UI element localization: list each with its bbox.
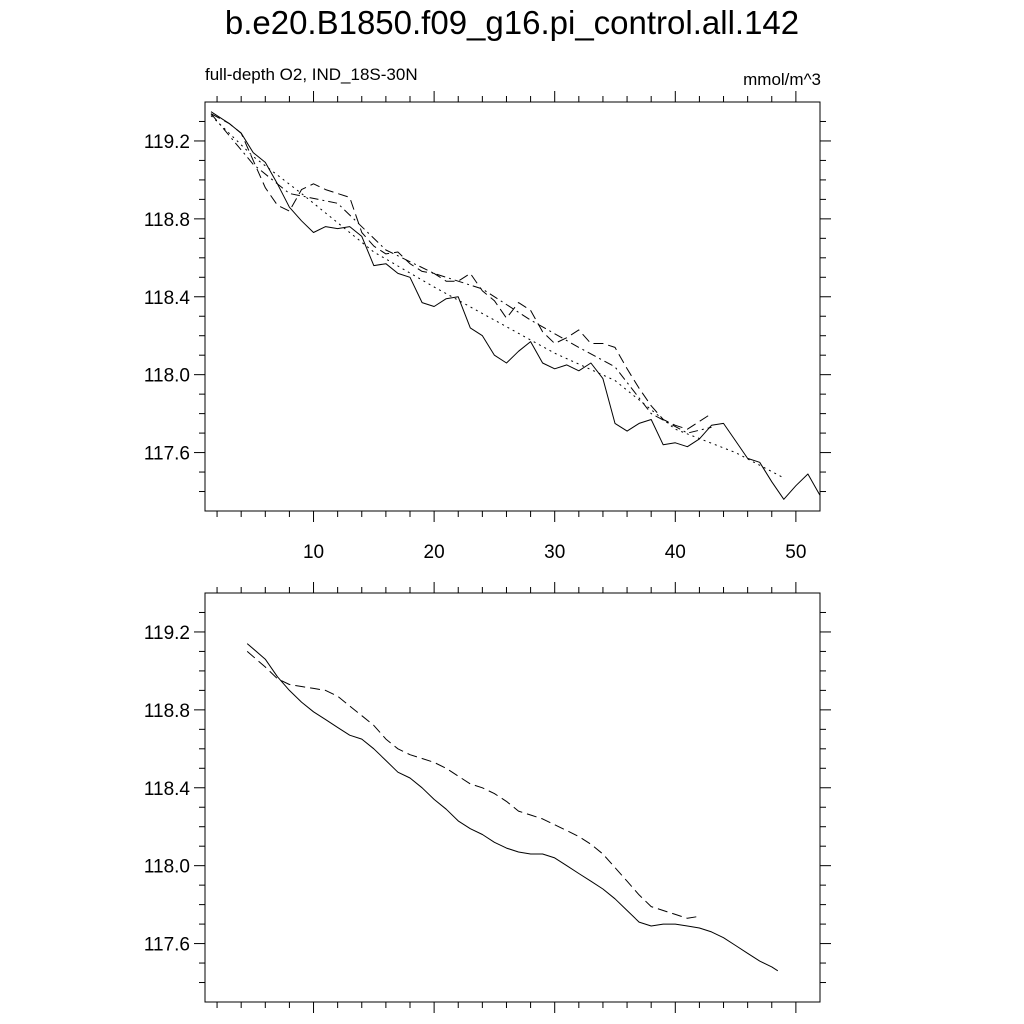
panel-top-x-tick-label: 30 xyxy=(544,542,565,563)
chart-title: b.e20.B1850.f09_g16.pi_control.all.142 xyxy=(224,4,800,41)
panel-top-x-tick-label: 20 xyxy=(424,542,445,563)
panel-bottom-series-dashed-line xyxy=(246,651,700,919)
panel-top-x-tick-label: 40 xyxy=(665,542,686,563)
panel-top-series-solid-line xyxy=(210,111,821,500)
units-label: mmol/m^3 xyxy=(743,70,821,89)
panel-bottom-series-solid-line xyxy=(246,643,779,972)
panel-top-y-tick-label: 117.6 xyxy=(144,444,190,465)
panel-top-series-dash-dot-line xyxy=(210,113,712,434)
panel-top-y-tick-label: 118.8 xyxy=(144,210,190,231)
panel-bottom-frame xyxy=(204,592,821,1003)
panel-bottom-y-tick-label: 117.6 xyxy=(144,935,190,956)
panel-top-y-tick-label: 119.2 xyxy=(144,132,190,153)
panel-bottom-y-tick-label: 118.4 xyxy=(144,779,191,800)
panel-top-x-tick-label: 50 xyxy=(785,542,806,563)
panel-top-series-dotted-line xyxy=(210,115,785,479)
panel-top-series-dashed-line xyxy=(210,113,712,430)
chart-subtitle: full-depth O2, IND_18S-30N xyxy=(205,65,418,84)
panel-bottom-y-tick-label: 119.2 xyxy=(144,623,190,644)
panel-top-x-tick-label: 10 xyxy=(303,542,324,563)
panel-top-frame xyxy=(204,101,821,512)
panel-top-y-tick-label: 118.0 xyxy=(144,366,190,387)
panel-top-y-tick-label: 118.4 xyxy=(144,288,191,309)
panel-bottom-y-tick-label: 118.8 xyxy=(144,701,190,722)
panel-bottom-y-tick-label: 118.0 xyxy=(144,857,190,878)
